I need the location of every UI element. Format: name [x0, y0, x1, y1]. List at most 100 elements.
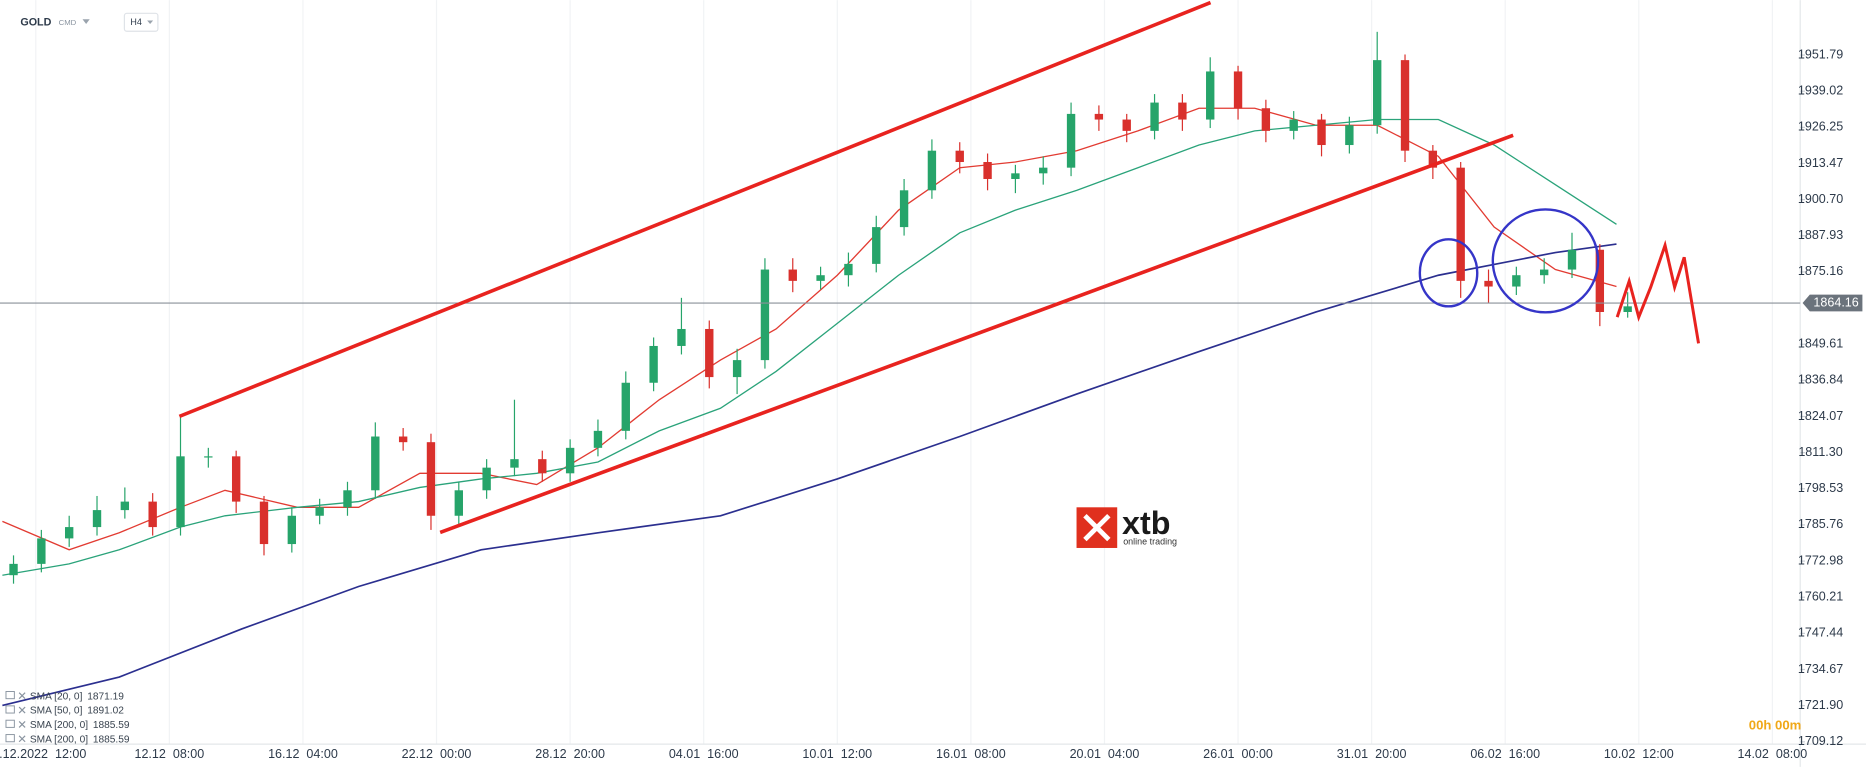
candle-body	[1539, 269, 1549, 276]
candle-body	[1206, 71, 1215, 120]
candle-body	[1233, 71, 1243, 109]
candle-body	[92, 510, 102, 528]
legend-value: 1885.59	[93, 720, 130, 731]
logo-tagline: online trading	[1123, 536, 1177, 546]
timeframe-box[interactable]	[123, 12, 159, 32]
x-tick-label: 06.02 16:00	[1470, 747, 1540, 761]
legend-entry: SMA [200, 0] 1885.59	[30, 720, 130, 731]
channel-lower	[439, 133, 1514, 535]
candle-body	[760, 269, 770, 361]
candle-body	[1178, 102, 1187, 120]
candle-body	[287, 515, 297, 545]
legend-label: SMA [200, 0]	[30, 734, 88, 745]
legend-remove[interactable]	[18, 692, 26, 700]
candle-body	[705, 328, 714, 378]
moving-average-line	[2, 243, 1617, 707]
legend-entry: SMA [50, 0] 1891.02	[30, 705, 124, 716]
candle-body	[983, 162, 992, 179]
y-tick-label: 1772.98	[1798, 553, 1843, 567]
legend-label: SMA [200, 0]	[30, 720, 88, 731]
x-tick-label: 12.12 08:00	[134, 747, 204, 761]
legend-value: 1891.02	[87, 705, 124, 716]
legend-remove[interactable]	[18, 720, 26, 728]
logo-cross	[1083, 513, 1111, 542]
candle-body	[872, 227, 881, 264]
legend-icon	[5, 705, 15, 714]
candle-body	[37, 538, 46, 564]
candle-body	[315, 507, 324, 516]
legend-entry: SMA [20, 0] 1871.19	[30, 691, 124, 702]
x-tick-label: 26.01 00:00	[1203, 747, 1273, 761]
legend-value: 1871.19	[87, 691, 124, 702]
candle-body	[343, 490, 352, 508]
candle-body	[844, 263, 853, 276]
x-tick-label: 10.01 12:00	[802, 747, 872, 761]
symbol[interactable]: GOLD	[20, 17, 51, 29]
y-tick-label: 1824.07	[1798, 409, 1843, 423]
legend-icon	[5, 734, 15, 743]
candle-body	[398, 436, 408, 443]
legend-icon	[5, 719, 15, 728]
symbol-type: CMD	[59, 18, 77, 27]
legend-value: 1885.59	[93, 734, 130, 745]
candle-body	[1623, 306, 1632, 312]
y-tick-label: 1939.02	[1798, 84, 1843, 98]
candle-body	[1345, 125, 1354, 146]
symbol-dropdown[interactable]	[82, 19, 90, 25]
candle-body	[371, 436, 380, 491]
candle-body	[482, 467, 491, 491]
y-tick-label: 1734.67	[1798, 662, 1843, 676]
y-tick-label: 1811.30	[1798, 445, 1842, 459]
candle-body	[788, 269, 797, 281]
candle-body	[1122, 119, 1131, 131]
candle-body	[148, 501, 157, 528]
x-tick-label: 31.01 20:00	[1337, 747, 1407, 761]
legend-label: SMA [50, 0]	[30, 705, 83, 716]
candle-body	[1400, 60, 1410, 151]
candle-body	[454, 490, 463, 516]
candle-body	[1595, 249, 1605, 312]
y-tick-label: 1836.84	[1798, 373, 1843, 387]
forecast-path	[1615, 239, 1701, 344]
candle-body	[64, 527, 74, 539]
candle-body	[426, 442, 436, 516]
x-tick-label: 06.12.2022 12:00	[0, 747, 86, 761]
plot-area	[0, 31, 1801, 707]
candle-body	[1456, 167, 1465, 281]
candle-body	[1261, 108, 1271, 131]
candle-body	[899, 190, 909, 228]
candle-body	[1094, 113, 1104, 120]
candle-body	[9, 563, 18, 576]
axes: 06.12.2022 12:00 12.12 08:00 16.12 04:00 22…	[0, 47, 1863, 761]
x-tick-label: 16.12 04:00	[268, 747, 338, 761]
candle-body	[955, 150, 964, 163]
y-tick-label: 1887.93	[1798, 228, 1843, 242]
candle-body	[593, 430, 603, 448]
candle-body	[1512, 275, 1521, 287]
candle-body	[927, 150, 937, 191]
timeframe-dropdown[interactable]	[147, 20, 154, 25]
drawings	[178, 0, 1701, 535]
candle-body	[204, 456, 213, 458]
y-tick-label: 1709.12	[1798, 734, 1843, 748]
legend-remove[interactable]	[18, 706, 26, 714]
legend-label: SMA [20, 0]	[30, 691, 83, 702]
timeframe[interactable]: H4	[130, 17, 141, 27]
x-tick-label: 04.01 16:00	[669, 747, 739, 761]
y-tick-label: 1849.61	[1798, 337, 1843, 351]
xtb-logo: xtb online trading	[1076, 505, 1177, 548]
candle-body	[565, 447, 575, 474]
highlight-circle	[1491, 208, 1600, 314]
logo-brand: xtb	[1122, 505, 1170, 541]
y-tick-label: 1913.47	[1798, 156, 1843, 170]
x-tick-label: 28.12 20:00	[535, 747, 605, 761]
current-price-label: 1864.16	[1813, 295, 1858, 309]
candle-body	[510, 459, 519, 468]
candle-body	[1373, 60, 1382, 126]
candle-body	[176, 456, 185, 528]
candle-body	[621, 382, 630, 431]
candle-body	[1317, 119, 1326, 146]
candle-body	[1428, 150, 1438, 168]
legend-remove[interactable]	[18, 735, 26, 743]
x-tick-label: 10.02 12:00	[1604, 747, 1674, 761]
